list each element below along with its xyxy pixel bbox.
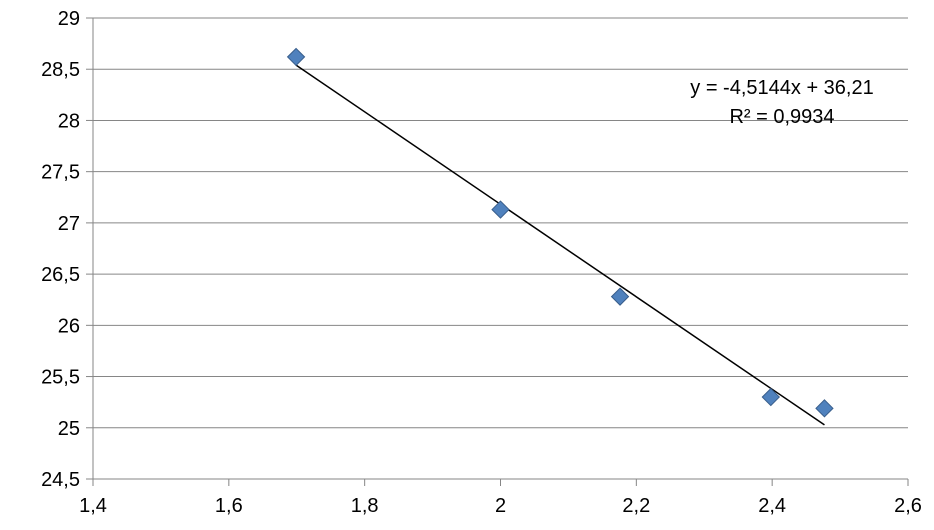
data-points <box>286 47 834 418</box>
y-tick-label: 25,5 <box>41 367 80 389</box>
trendline-annotation: y = -4,5144x + 36,21 R² = 0,9934 <box>690 77 873 128</box>
trendline <box>295 64 825 426</box>
x-tick-label: 1,8 <box>351 495 379 517</box>
trendline-equation: y = -4,5144x + 36,21 <box>690 77 873 99</box>
tick-labels: 24,5 25 25,5 26 26,5 27 27,5 28 28,5 29 1,4 1,6 1,8 2… <box>41 8 922 517</box>
data-point-diamond <box>610 287 630 306</box>
data-point-diamond <box>815 399 834 418</box>
data-point-diamond <box>491 200 510 219</box>
x-tick-label: 2 <box>495 495 506 517</box>
grid-layer <box>93 17 908 429</box>
y-tick-label: 26 <box>58 315 80 337</box>
y-tick-label: 24,5 <box>41 469 80 491</box>
x-tick-label: 1,4 <box>79 495 107 517</box>
y-tick-label: 27 <box>58 213 80 235</box>
data-point-diamond <box>286 47 306 67</box>
data-point-diamond <box>761 387 781 407</box>
y-tick-label: 26,5 <box>41 264 80 286</box>
trendline-layer <box>295 64 825 426</box>
y-tick-label: 28 <box>58 110 80 132</box>
y-tick-label: 25 <box>58 418 80 440</box>
x-tick-label: 1,6 <box>215 495 243 517</box>
y-tick-label: 28,5 <box>41 59 80 81</box>
trendline-r-squared: R² = 0,9934 <box>729 106 834 128</box>
x-tick-label: 2,4 <box>758 495 786 517</box>
y-tick-label: 27,5 <box>41 162 80 184</box>
x-tick-label: 2,2 <box>622 495 650 517</box>
x-tick-label: 2,6 <box>894 495 922 517</box>
axis-layer <box>86 17 909 486</box>
y-tick-label: 29 <box>58 8 80 30</box>
